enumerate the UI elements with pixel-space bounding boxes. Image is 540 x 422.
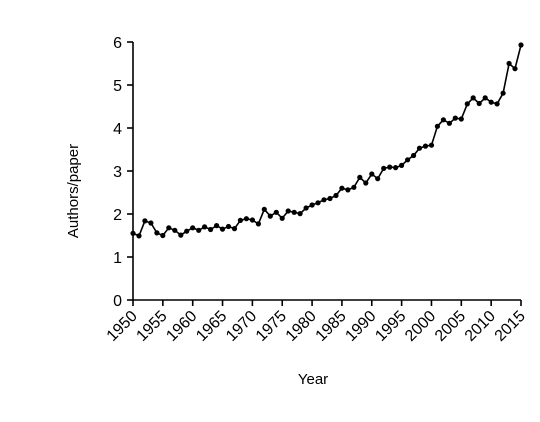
data-point: [202, 224, 208, 230]
data-points: [130, 42, 524, 239]
x-axis-ticks: 1950195519601965197019751980198519901995…: [104, 300, 529, 345]
x-tick-label: 1970: [223, 308, 260, 345]
data-point: [321, 197, 327, 203]
x-tick-label: 2005: [432, 308, 469, 345]
data-point: [208, 226, 214, 233]
y-tick-label: 5: [113, 78, 122, 95]
y-tick-label: 4: [113, 121, 122, 138]
series-line: [132, 44, 522, 237]
data-point: [345, 187, 351, 193]
x-tick-label: 2010: [462, 308, 499, 345]
data-point: [303, 205, 309, 211]
data-point: [482, 95, 488, 101]
data-point: [339, 185, 345, 191]
data-point: [166, 225, 172, 231]
x-tick-label: 1965: [193, 308, 230, 345]
data-point: [148, 220, 154, 226]
data-point: [506, 60, 512, 67]
data-point: [494, 101, 500, 107]
x-tick-label: 2015: [492, 308, 529, 345]
data-point: [327, 195, 333, 202]
x-tick-label: 1990: [342, 308, 379, 345]
data-point: [375, 176, 381, 182]
data-point: [357, 174, 363, 180]
data-point: [399, 162, 405, 168]
data-point: [351, 184, 357, 190]
data-point: [512, 66, 518, 72]
data-point: [452, 115, 458, 121]
axes: 0 1 2 3 4 5 6 19501955196019651970197519801985…: [104, 35, 529, 345]
y-tick-label: 1: [113, 250, 122, 267]
x-tick-label: 1955: [133, 308, 170, 345]
data-point: [464, 101, 470, 107]
data-point: [184, 228, 190, 234]
y-tick-label: 0: [113, 293, 122, 310]
data-point: [279, 215, 285, 221]
data-point: [237, 217, 243, 223]
x-tick-label: 1950: [104, 308, 141, 345]
data-point: [422, 143, 429, 149]
y-axis-title: Authors/paper: [65, 144, 82, 238]
data-point: [261, 206, 267, 212]
data-point: [411, 152, 417, 159]
y-tick-label: 6: [113, 35, 122, 52]
y-tick-label: 2: [113, 207, 122, 224]
x-tick-label: 1995: [372, 308, 409, 345]
data-point: [476, 100, 482, 107]
data-point: [434, 123, 440, 129]
data-point: [428, 142, 435, 148]
data-point: [190, 225, 196, 231]
data-point: [172, 227, 178, 233]
data-point: [130, 230, 136, 236]
data-point: [369, 171, 375, 177]
data-point: [285, 208, 291, 214]
data-point: [178, 232, 184, 238]
data-point: [518, 42, 524, 48]
data-point: [231, 226, 238, 232]
data-point: [416, 145, 423, 151]
data-point: [387, 164, 393, 170]
data-point: [243, 216, 249, 222]
data-point: [297, 211, 303, 217]
y-axis-ticks: 0 1 2 3 4 5 6: [113, 35, 133, 310]
data-point: [249, 217, 255, 223]
data-point: [315, 200, 321, 206]
plot-area: [130, 42, 524, 239]
data-point: [142, 218, 148, 224]
x-tick-label: 1985: [313, 308, 350, 345]
data-point: [405, 157, 411, 163]
data-point: [470, 95, 476, 101]
data-point: [225, 223, 232, 230]
data-point: [309, 202, 315, 208]
x-tick-label: 1975: [253, 308, 290, 345]
data-point: [160, 232, 166, 239]
data-point: [381, 165, 387, 171]
data-point: [488, 99, 494, 105]
x-tick-label: 1980: [283, 308, 320, 345]
data-point: [255, 221, 261, 227]
x-axis-title: Year: [298, 371, 328, 388]
data-point: [196, 227, 202, 233]
data-point: [440, 117, 446, 123]
data-point: [214, 223, 220, 229]
data-point: [273, 209, 279, 215]
x-tick-label: 1960: [163, 308, 200, 345]
data-point: [393, 165, 399, 171]
data-point: [267, 213, 273, 219]
data-point: [500, 90, 506, 96]
data-point: [363, 180, 369, 186]
data-point: [291, 209, 297, 215]
x-tick-label: 2000: [402, 308, 439, 345]
data-point: [154, 230, 160, 236]
data-point: [136, 233, 142, 239]
y-tick-label: 3: [113, 164, 122, 181]
data-point: [446, 120, 452, 126]
data-point: [333, 192, 339, 199]
data-point: [458, 116, 464, 122]
data-point: [219, 226, 226, 232]
